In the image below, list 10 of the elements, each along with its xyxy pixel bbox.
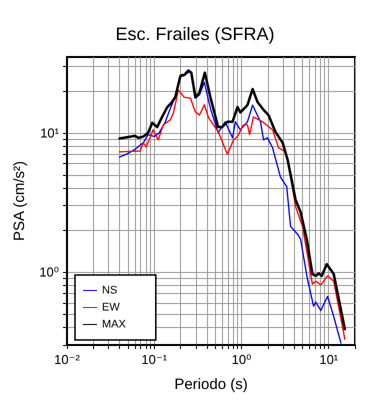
x-axis-title: Periodo (s) [174, 376, 248, 393]
x-tick-label: 10⁻¹ [141, 352, 168, 367]
x-tick-label: 10¹ [319, 352, 339, 367]
chart-title: Esc. Frailes (SFRA) [115, 24, 275, 44]
x-tick-label: 10⁻² [54, 352, 80, 367]
legend-label: MAX [102, 318, 126, 330]
legend-label: EW [102, 302, 120, 314]
x-tick-label: 10⁰ [232, 352, 252, 367]
y-axis-title: PSA (cm/s²) [11, 160, 28, 242]
legend-label: NS [102, 284, 118, 296]
